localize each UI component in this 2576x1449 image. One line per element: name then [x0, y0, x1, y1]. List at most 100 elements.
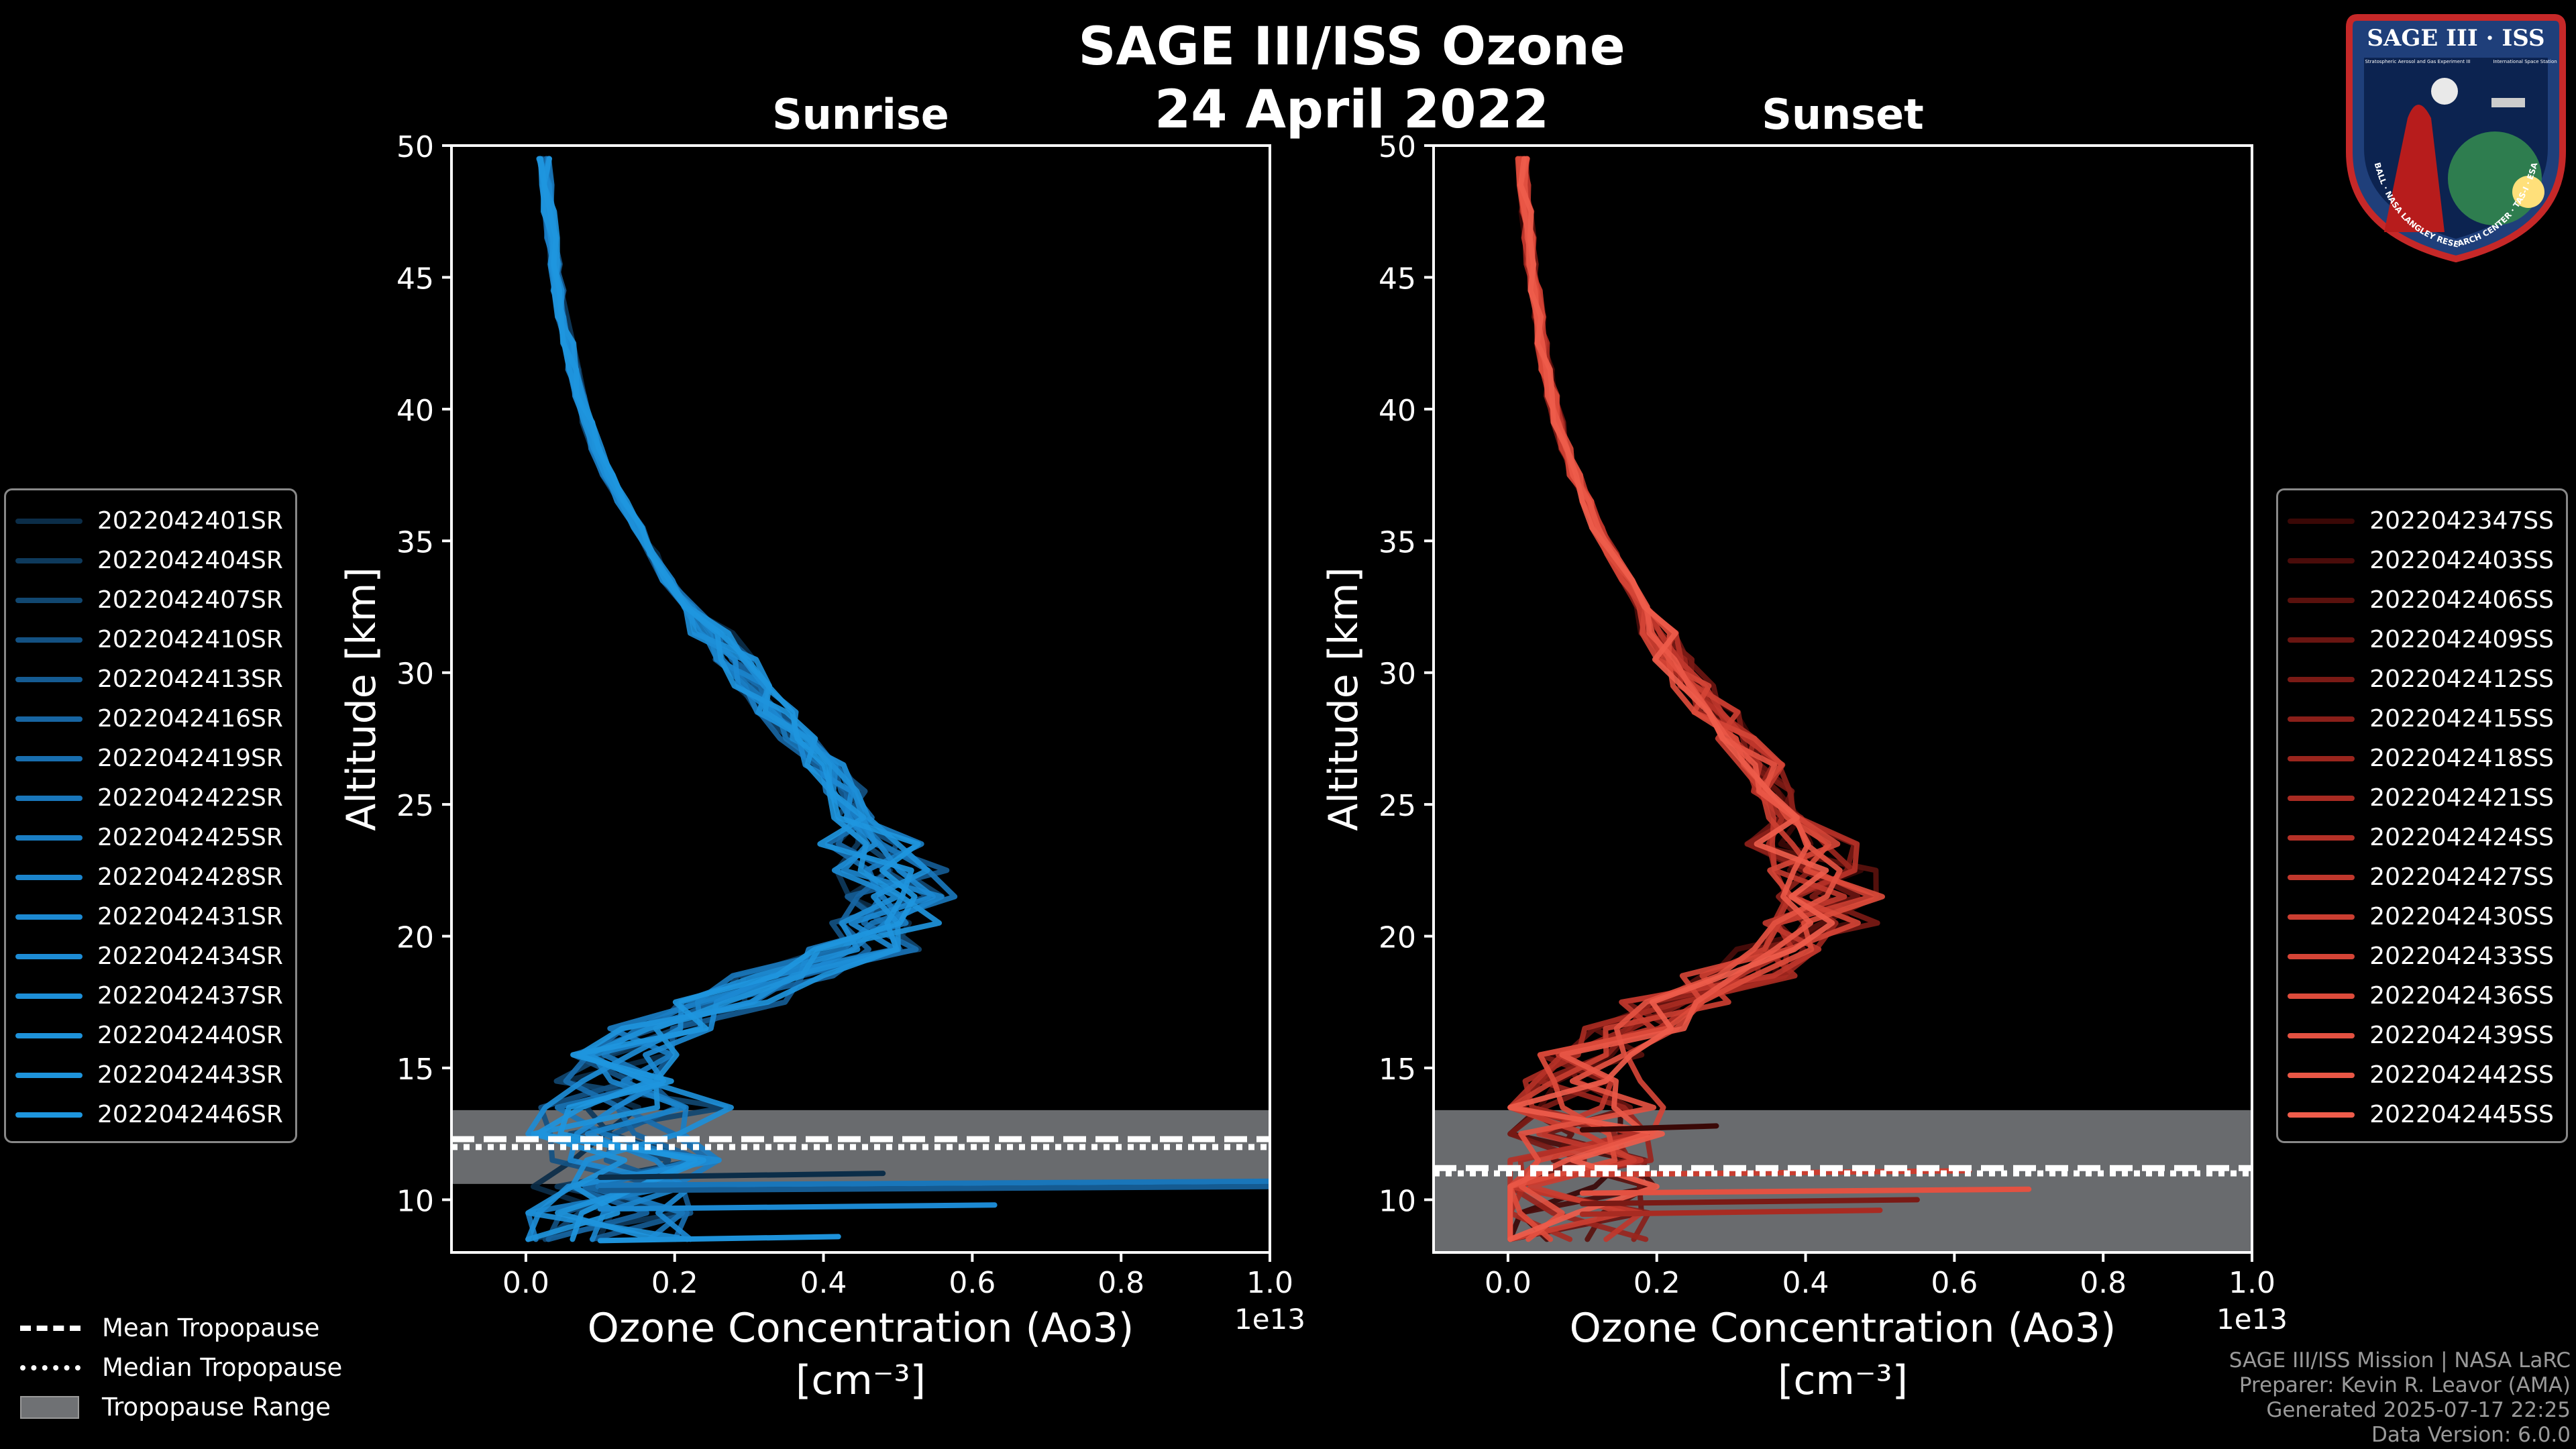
sunset-legend-item: 2022042409SS [2288, 620, 2554, 659]
sunset-legend-item: 2022042412SS [2288, 659, 2554, 699]
sunset-legend-label: 2022042403SS [2369, 547, 2554, 574]
sunset-legend-swatch [2288, 874, 2355, 880]
iss-station-icon [2491, 98, 2525, 107]
sunset-legend-swatch [2288, 518, 2355, 524]
sunrise-legend-label: 2022042413SR [97, 665, 283, 693]
sunrise-profile-2022042410SR [538, 156, 931, 1242]
astronomer-icon [2384, 105, 2445, 232]
sunrise-x-tick-label: 0.2 [651, 1266, 698, 1300]
sunset-legend-swatch [2288, 1112, 2355, 1118]
sunrise-y-tick-label: 10 [396, 1184, 434, 1218]
sunrise-outlier-spike [597, 1178, 1270, 1188]
sunrise-legend-label: 2022042425SR [97, 824, 283, 851]
sunrise-legend-item: 2022042407SR [15, 580, 283, 620]
sunrise-legend-item: 2022042431SR [15, 897, 283, 936]
sunset-legend-swatch [2288, 1032, 2355, 1038]
badge-subtitle: Stratospheric Aerosol and Gas Experiment… [2365, 59, 2470, 64]
figure-title: SAGE III/ISS Ozone [1078, 17, 1625, 77]
sunrise-legend-swatch [15, 755, 83, 761]
sunrise-legend-label: 2022042404SR [97, 547, 283, 574]
sunset-outlier-spike [1579, 1186, 2032, 1196]
trop-legend-range-label: Tropopause Range [102, 1393, 331, 1421]
sunrise-legend-label: 2022042428SR [97, 863, 283, 891]
sunset-legend-item: 2022042415SS [2288, 699, 2554, 739]
sunset-profile-2022042430SS [1507, 156, 1874, 1242]
sunset-y-tick-label: 45 [1379, 262, 1416, 296]
gray-box-icon [20, 1395, 79, 1419]
sunrise-legend-label: 2022042419SR [97, 745, 283, 772]
sunrise-legend: 2022042401SR 2022042404SR 2022042407SR 2022… [4, 488, 297, 1143]
sunrise-plot-area [451, 156, 1270, 1244]
sunset-legend-swatch [2288, 676, 2355, 682]
sunset-plot-area [1434, 156, 2252, 1252]
sunset-legend-item: 2022042427SS [2288, 857, 2554, 897]
sunrise-outlier-spike [597, 1202, 998, 1212]
sunset-outlier-spike [1579, 1123, 1719, 1133]
sunset-legend-item: 2022042430SS [2288, 897, 2554, 936]
sunrise-legend-label: 2022042401SR [97, 507, 283, 535]
sunrise-legend-swatch [15, 716, 83, 722]
sunset-x-axis-unit: [cm⁻³] [1778, 1357, 1908, 1404]
sunset-legend-label: 2022042439SS [2369, 1022, 2554, 1049]
footer-preparer: Preparer: Kevin R. Leavor (AMA) [2239, 1373, 2571, 1397]
sunset-y-tick-label: 50 [1379, 130, 1416, 164]
sunrise-legend-item: 2022042413SR [15, 659, 283, 699]
sun-icon [2512, 176, 2544, 208]
sunrise-legend-swatch [15, 557, 83, 564]
sunset-y-tick-label: 25 [1379, 789, 1416, 823]
sunrise-legend-swatch [15, 1032, 83, 1038]
sunrise-profile-2022042413SR [540, 156, 950, 1242]
sunset-legend-swatch [2288, 914, 2355, 920]
figure-date: 24 April 2022 [1155, 80, 1549, 140]
sunrise-profile-2022042416SR [541, 156, 892, 1242]
sunrise-x-tick-label: 0.6 [949, 1266, 996, 1300]
sunset-legend: 2022042347SS 2022042403SS 2022042406SS 2022… [2276, 488, 2568, 1143]
sunrise-legend-swatch [15, 953, 83, 959]
sunset-legend-item: 2022042433SS [2288, 936, 2554, 976]
sunset-legend-swatch [2288, 637, 2355, 643]
sunrise-y-axis-label: Altitude [km] [338, 567, 385, 831]
sunrise-subplot-title: Sunrise [772, 90, 949, 139]
sunset-legend-label: 2022042347SS [2369, 507, 2554, 535]
sunrise-x-tick-label: 1.0 [1246, 1266, 1293, 1300]
sunset-legend-item: 2022042406SS [2288, 580, 2554, 620]
sunrise-legend-label: 2022042410SR [97, 626, 283, 653]
sunset-legend-item: 2022042436SS [2288, 976, 2554, 1016]
moon-icon [2431, 78, 2458, 105]
sunrise-y-tick-label: 30 [396, 657, 434, 692]
sunrise-legend-item: 2022042440SR [15, 1016, 283, 1055]
sunrise-x-multiplier: 1e13 [1234, 1303, 1305, 1336]
sunset-legend-swatch [2288, 557, 2355, 564]
sunset-legend-swatch [2288, 1072, 2355, 1078]
sunrise-y-tick-label: 20 [396, 921, 434, 955]
sunset-legend-item: 2022042421SS [2288, 778, 2554, 818]
sunset-legend-swatch [2288, 835, 2355, 841]
sunrise-outlier-spike [597, 1171, 886, 1181]
sunrise-legend-label: 2022042440SR [97, 1022, 283, 1049]
sunset-x-tick-label: 0.2 [1633, 1266, 1680, 1300]
sunset-x-tick-label: 0.8 [2080, 1266, 2127, 1300]
sunrise-y-tick-label: 45 [396, 262, 434, 296]
sunrise-legend-item: 2022042434SR [15, 936, 283, 976]
sunset-legend-item: 2022042347SS [2288, 501, 2554, 541]
sunset-legend-label: 2022042418SS [2369, 745, 2554, 772]
sunrise-legend-swatch [15, 676, 83, 682]
sunrise-legend-item: 2022042410SR [15, 620, 283, 659]
trop-legend-range: Tropopause Range [20, 1387, 342, 1427]
sunset-legend-label: 2022042445SS [2369, 1101, 2554, 1128]
footer-mission: SAGE III/ISS Mission | NASA LaRC [2229, 1348, 2571, 1373]
sunrise-profile-2022042440SR [525, 156, 943, 1242]
sunrise-profile-2022042428SR [537, 156, 945, 1242]
trop-legend-mean: Mean Tropopause [20, 1308, 342, 1348]
sunset-legend-item: 2022042424SS [2288, 818, 2554, 857]
sunrise-legend-item: 2022042446SR [15, 1095, 283, 1134]
sunset-profile-2022042442SS [1507, 156, 1814, 1242]
sunrise-x-axis-label: Ozone Concentration (Ao3) [588, 1305, 1134, 1352]
sunrise-legend-swatch [15, 597, 83, 603]
sunset-y-tick-label: 30 [1379, 657, 1416, 692]
sunrise-legend-label: 2022042437SR [97, 982, 283, 1010]
sunset-y-tick-label: 40 [1379, 394, 1416, 428]
sage-iss-mission-badge: SAGE III · ISS Stratospheric Aerosol and… [2346, 14, 2566, 263]
sunset-axes-frame [1432, 144, 2253, 1254]
sunset-legend-label: 2022042412SS [2369, 665, 2554, 693]
